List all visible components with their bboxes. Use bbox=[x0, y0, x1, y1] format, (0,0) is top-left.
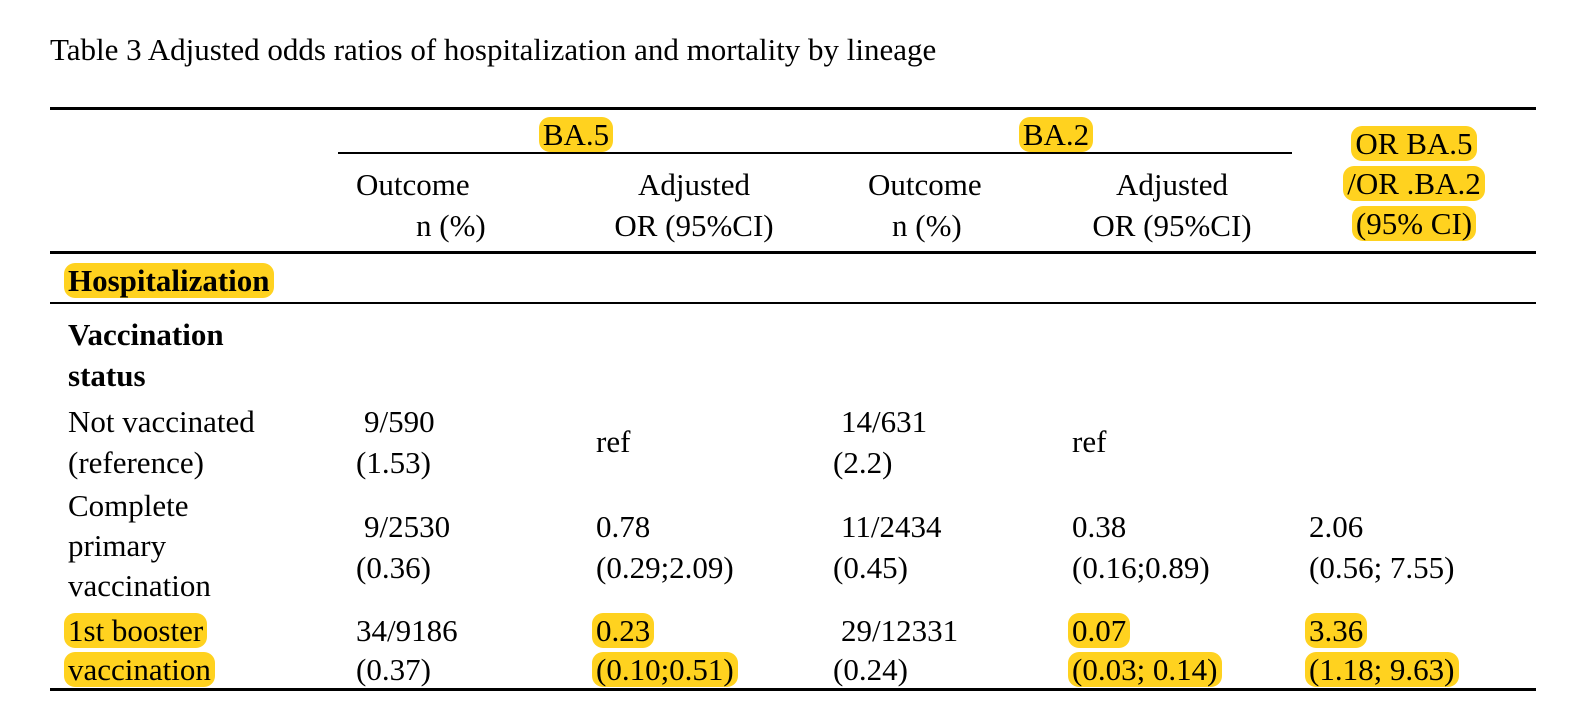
cell-ba5-outcome: 34/9186 (0.37) bbox=[356, 613, 458, 687]
group-header-ba2: BA.2 bbox=[940, 114, 1172, 155]
subsection-label: Vaccination status bbox=[68, 317, 224, 393]
row-label-1st-booster: 1st booster vaccination bbox=[64, 611, 215, 689]
ba5-adjusted-header: Adjusted OR (95%CI) bbox=[614, 167, 774, 243]
cell-ba5-or: 0.78 (0.29;2.09) bbox=[596, 509, 734, 585]
table-caption: Table 3 Adjusted odds ratios of hospital… bbox=[50, 32, 937, 67]
ratio-header: OR BA.5 /OR .BA.2 (95% CI) bbox=[1292, 124, 1536, 244]
cell-ba2-outcome: 29/12331 (0.24) bbox=[833, 613, 959, 687]
group-underline bbox=[338, 152, 1292, 154]
cell-ba5-outcome: 9/590 (1.53) bbox=[356, 404, 435, 480]
cell-ba5-or: ref bbox=[596, 424, 631, 459]
section-label-hospitalization: Hospitalization bbox=[64, 260, 274, 301]
top-rule bbox=[50, 107, 1536, 110]
header-bottom-rule bbox=[50, 251, 1536, 254]
cell-ratio: 3.36 (1.18; 9.63) bbox=[1305, 611, 1459, 689]
bottom-rule bbox=[50, 688, 1536, 691]
group-header-ba5: BA.5 bbox=[460, 114, 692, 155]
ba2-adjusted-header: Adjusted OR (95%CI) bbox=[1092, 167, 1252, 243]
row-label-complete-primary: Complete primary vaccination bbox=[68, 488, 211, 603]
cell-ba2-or: 0.38 (0.16;0.89) bbox=[1072, 509, 1210, 585]
row-label-not-vaccinated: Not vaccinated (reference) bbox=[68, 404, 255, 480]
cell-ratio: 2.06 (0.56; 7.55) bbox=[1309, 509, 1455, 585]
ba5-outcome-header: Outcome n (%) bbox=[356, 167, 486, 243]
ba2-outcome-header: Outcome n (%) bbox=[868, 167, 982, 243]
cell-ba2-or: 0.07 (0.03; 0.14) bbox=[1068, 611, 1222, 689]
cell-ba2-or: ref bbox=[1072, 424, 1107, 459]
cell-ba2-outcome: 11/2434 (0.45) bbox=[833, 509, 942, 585]
cell-ba5-or: 0.23 (0.10;0.51) bbox=[592, 611, 738, 689]
section-rule bbox=[50, 302, 1536, 304]
cell-ba2-outcome: 14/631 (2.2) bbox=[833, 404, 928, 480]
cell-ba5-outcome: 9/2530 (0.36) bbox=[356, 509, 451, 585]
